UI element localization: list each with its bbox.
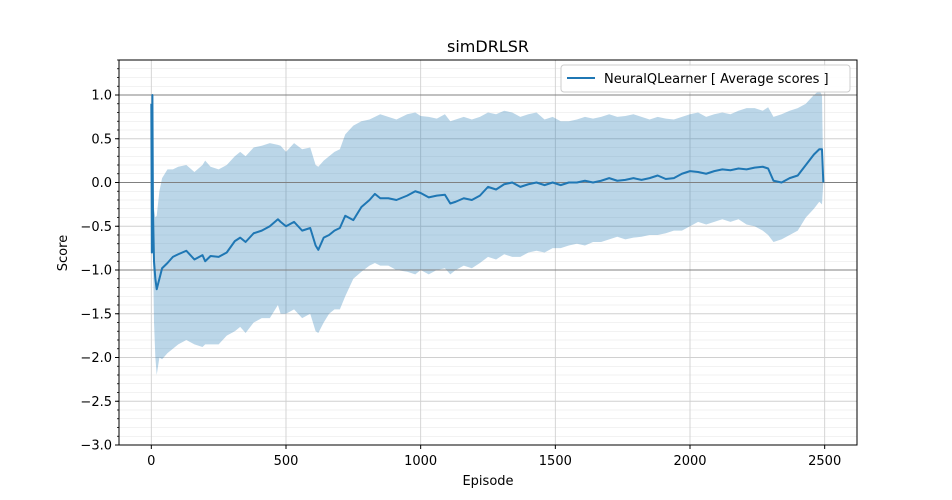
- x-tick-label: 2000: [673, 454, 706, 469]
- x-tick-label: 1500: [539, 454, 572, 469]
- legend: NeuralQLearner [ Average scores ]: [560, 64, 851, 93]
- y-tick-label: −0.5: [80, 220, 112, 235]
- x-tick-label: 1000: [404, 454, 437, 469]
- y-tick-label: 0.5: [91, 132, 112, 147]
- y-tick-label: −1.5: [80, 307, 112, 322]
- x-tick-label: 2500: [808, 454, 841, 469]
- series-0-line: [150, 94, 825, 291]
- y-tick-label: 0.0: [91, 176, 112, 191]
- y-tick-label: −1.0: [80, 264, 112, 279]
- x-tick-label: 500: [274, 454, 299, 469]
- y-tick-label: −2.0: [80, 351, 112, 366]
- y-tick-label: −3.0: [80, 439, 112, 454]
- x-axis-label: Episode: [462, 474, 513, 489]
- x-tick-label: 0: [147, 454, 155, 469]
- legend-label: NeuralQLearner [ Average scores ]: [604, 72, 829, 87]
- y-axis-label: Score: [56, 235, 71, 271]
- series-0-band: [151, 90, 824, 375]
- legend-box: [560, 64, 851, 93]
- y-tick-label: −2.5: [80, 395, 112, 410]
- chart-title: simDRLSR: [447, 37, 529, 56]
- plot-area: −3.0 −2.5 −2.0 −1.5 −1.0 −0.5 0.0 0.5 1.0 0 500 100…: [80, 59, 858, 469]
- y-tick-label: 1.0: [91, 89, 112, 104]
